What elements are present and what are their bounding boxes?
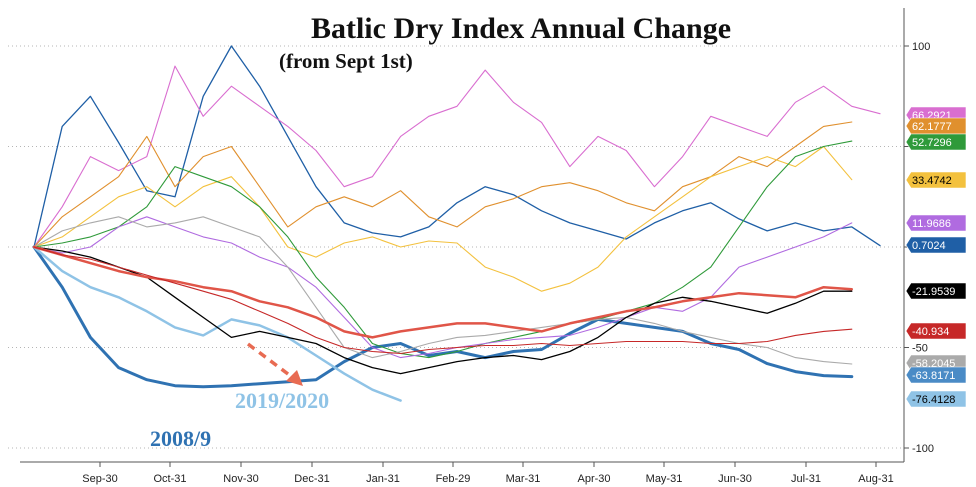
- value-tag-text: 0.7024: [912, 240, 946, 252]
- x-tick-label: Jul-31: [791, 473, 821, 485]
- x-tick-label: Dec-31: [294, 473, 329, 485]
- value-tag: -76.4128: [905, 390, 967, 408]
- x-tick-label: Aug-31: [858, 473, 893, 485]
- value-tag-box: [905, 282, 967, 300]
- value-tag-box: [905, 117, 967, 135]
- series-line-5: [33, 145, 853, 292]
- chart-title: Batlic Dry Index Annual Change: [311, 12, 731, 45]
- value-tag: 33.4742: [905, 171, 967, 189]
- value-tag: -63.8171: [905, 366, 967, 384]
- value-tag-text: 62.1777: [912, 121, 952, 133]
- value-tag: 11.9686: [905, 214, 967, 232]
- x-tick-label: Feb-29: [436, 473, 471, 485]
- value-tag-box: [905, 214, 967, 232]
- value-tag-text: -63.8171: [912, 370, 955, 382]
- value-tag-box: [905, 390, 967, 408]
- y-tick-label: -50: [912, 343, 928, 355]
- series-line-9: [33, 246, 853, 375]
- trend-arrow-head: [286, 370, 303, 386]
- x-tick-label: Mar-31: [506, 473, 541, 485]
- x-tick-label: May-31: [646, 473, 683, 485]
- y-tick-label: 100: [912, 41, 930, 53]
- x-tick-label: Apr-30: [577, 473, 610, 485]
- series-line-8: [33, 216, 853, 365]
- series-line-10: [32, 245, 854, 339]
- series-line-1: [32, 245, 402, 402]
- x-tick-label: Jan-31: [366, 473, 400, 485]
- value-tag-text: -21.9539: [912, 286, 955, 298]
- value-tag-text: 52.7296: [912, 137, 952, 149]
- value-tag-box: [905, 236, 967, 254]
- trend-arrow-line: [246, 342, 298, 382]
- series-line-11: [33, 246, 853, 355]
- x-tick-label: Jun-30: [718, 473, 752, 485]
- value-tag-text: 33.4742: [912, 175, 952, 187]
- series-line-2: [33, 45, 881, 248]
- value-tag: -21.9539: [905, 282, 967, 300]
- value-tag-box: [905, 366, 967, 384]
- x-tick-label: Nov-30: [223, 473, 258, 485]
- annotation-2019-2020: 2019/2020: [235, 388, 329, 413]
- value-tag: -40.934: [905, 322, 967, 340]
- series-line-0: [32, 245, 854, 389]
- value-tag-box: [905, 133, 967, 151]
- chart-series-layer: [32, 45, 881, 402]
- y-tick-label: -100: [912, 443, 934, 455]
- series-line-3: [33, 65, 881, 248]
- value-tag-text: 11.9686: [912, 218, 951, 230]
- y-axis: 100 -50 -100: [904, 41, 934, 455]
- value-tag-box: [905, 171, 967, 189]
- value-tag: 62.1777: [905, 117, 967, 135]
- series-line-6: [33, 140, 853, 359]
- value-tag-text: -76.4128: [912, 394, 955, 406]
- x-axis: Sep-30 Oct-31 Nov-30 Dec-31 Jan-31 Feb-29 Mar-…: [82, 462, 894, 485]
- x-tick-label: Oct-31: [153, 473, 186, 485]
- value-tag-box: [905, 322, 967, 340]
- value-tag-text: -40.934: [912, 326, 949, 338]
- annotation-2008-9: 2008/9: [150, 426, 211, 451]
- value-tags: 66.292162.177752.729633.474211.96860.702…: [905, 106, 967, 408]
- value-tag: 0.7024: [905, 236, 967, 254]
- value-tag: 52.7296: [905, 133, 967, 151]
- series-line-4: [33, 121, 853, 248]
- x-tick-label: Sep-30: [82, 473, 117, 485]
- chart-subtitle: (from Sept 1st): [279, 49, 413, 73]
- series-line-7: [33, 216, 853, 359]
